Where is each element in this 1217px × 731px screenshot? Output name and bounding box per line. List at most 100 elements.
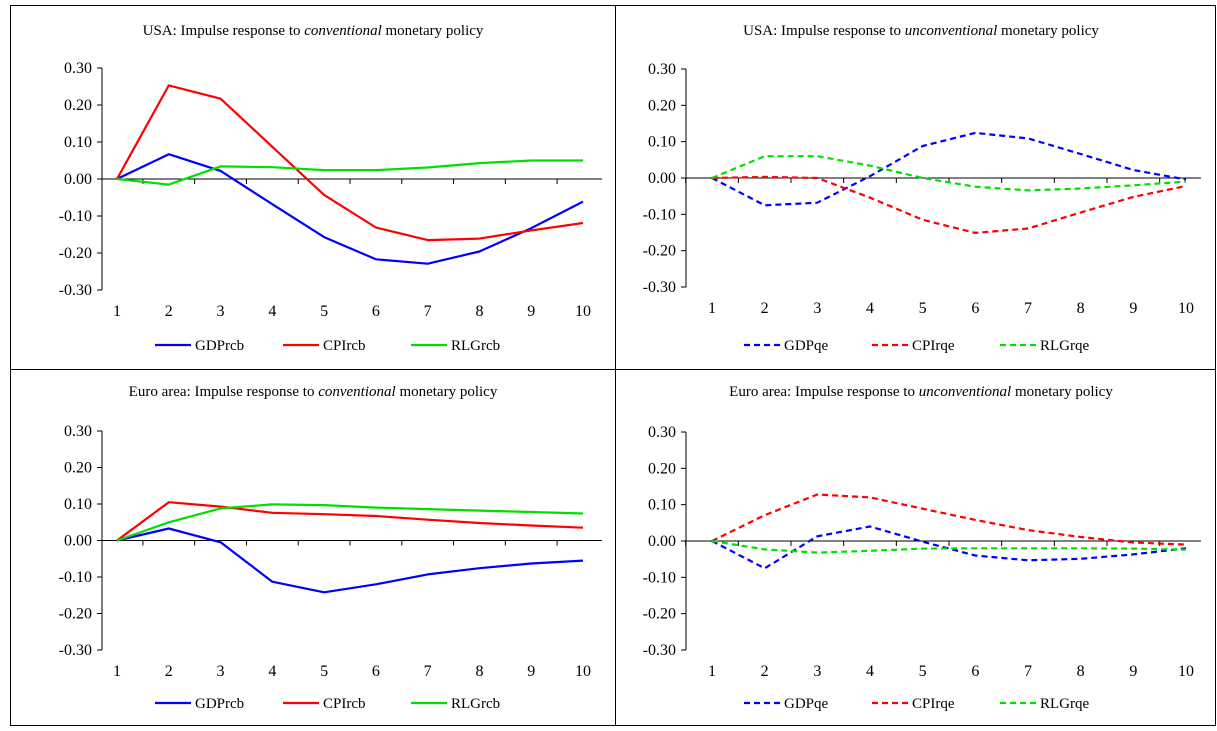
x-tick-label: 8 [1077,300,1085,317]
legend-label: RLGrcb [451,696,500,712]
x-tick-label: 1 [113,303,121,320]
chart-svg: Euro area: Impulse response to unconvent… [643,384,1201,712]
series-line-rlgrcb [116,159,583,186]
x-tick-label: 8 [475,303,483,320]
y-tick-label: -0.20 [59,606,92,623]
y-tick-label: 0.30 [64,423,92,440]
chart-title: USA: Impulse response to conventional mo… [143,23,484,39]
legend-label: GDPqe [784,696,829,712]
y-tick-label: -0.20 [59,245,92,262]
x-tick-label: 4 [268,663,276,680]
series-line-rlgrcb [116,503,584,542]
series-line-gdprcb [116,153,584,265]
series-line-rlgrqe [711,539,1187,554]
y-tick-label: 0.20 [64,97,92,114]
legend-label: GDPrcb [195,338,244,354]
series-line-gdpqe [711,525,1187,570]
y-tick-label: 0.30 [64,60,92,77]
x-tick-label: 7 [424,303,432,320]
y-tick-label: 0.20 [648,460,676,477]
y-tick-label: 0.00 [64,533,92,550]
chart-svg: USA: Impulse response to conventional mo… [59,23,602,354]
x-tick-label: 6 [971,300,979,317]
x-tick-label: 9 [527,303,535,320]
y-tick-label: -0.30 [59,642,92,659]
legend-label: RLGrcb [451,338,500,354]
legend-label: CPIrcb [323,338,366,354]
x-tick-label: 8 [1077,663,1085,680]
legend-label: GDPqe [784,338,829,354]
chart-euro-unconventional: Euro area: Impulse response to unconvent… [615,369,1216,726]
x-tick-label: 3 [217,663,225,680]
legend-label: GDPrcb [195,696,244,712]
x-tick-label: 9 [527,663,535,680]
chart-title: USA: Impulse response to unconventional … [743,23,1099,39]
x-tick-label: 1 [708,300,716,317]
chart-title: Euro area: Impulse response to unconvent… [729,384,1113,400]
x-tick-label: 2 [761,300,769,317]
x-tick-label: 10 [1178,663,1194,680]
chart-svg: Euro area: Impulse response to conventio… [59,384,602,712]
x-tick-label: 9 [1129,300,1137,317]
y-tick-label: 0.10 [64,496,92,513]
y-tick-label: 0.30 [648,61,676,78]
x-tick-label: 3 [813,300,821,317]
x-tick-label: 5 [320,663,328,680]
chart-svg: USA: Impulse response to unconventional … [643,23,1201,354]
x-tick-label: 10 [1178,300,1194,317]
series-line-cpircb [116,501,584,542]
legend-label: CPIrcb [323,696,366,712]
y-tick-label: 0.00 [648,170,676,187]
x-tick-label: 5 [919,663,927,680]
x-tick-label: 7 [424,663,432,680]
x-tick-label: 1 [708,663,716,680]
series-line-gdpqe [711,131,1187,207]
legend-label: CPIrqe [912,696,955,712]
x-tick-label: 4 [866,300,874,317]
x-tick-label: 8 [475,663,483,680]
y-tick-label: -0.10 [643,569,676,586]
y-tick-label: -0.10 [643,206,676,223]
x-tick-label: 1 [113,663,121,680]
chart-title: Euro area: Impulse response to conventio… [129,384,498,400]
x-tick-label: 2 [165,663,173,680]
x-tick-label: 10 [575,663,591,680]
y-tick-label: -0.20 [643,606,676,623]
x-tick-label: 6 [971,663,979,680]
x-tick-label: 6 [372,663,380,680]
y-tick-label: 0.30 [648,424,676,441]
y-tick-label: 0.10 [64,134,92,151]
series-line-gdprcb [116,527,584,594]
x-tick-label: 2 [761,663,769,680]
x-tick-label: 7 [1024,663,1032,680]
y-tick-label: 0.10 [648,134,676,151]
x-tick-label: 2 [165,303,173,320]
x-tick-label: 10 [575,303,591,320]
y-tick-label: 0.10 [648,497,676,514]
legend-label: RLGrqe [1040,696,1089,712]
x-tick-label: 5 [919,300,927,317]
y-tick-label: -0.30 [643,279,676,296]
x-tick-label: 3 [813,663,821,680]
y-tick-label: -0.30 [643,642,676,659]
y-tick-label: -0.30 [59,282,92,299]
series-line-cpircb [116,84,584,242]
y-tick-label: -0.20 [643,243,676,260]
y-tick-label: -0.10 [59,569,92,586]
series-line-cpirqe [711,493,1187,546]
x-tick-label: 4 [866,663,874,680]
x-tick-label: 6 [372,303,380,320]
x-tick-label: 4 [268,303,276,320]
y-tick-label: 0.00 [648,533,676,550]
legend-label: RLGrqe [1040,338,1089,354]
y-tick-label: 0.20 [64,460,92,477]
x-tick-label: 9 [1129,663,1137,680]
x-tick-label: 3 [217,303,225,320]
chart-euro-conventional: Euro area: Impulse response to conventio… [10,369,616,726]
x-tick-label: 7 [1024,300,1032,317]
chart-usa-unconventional: USA: Impulse response to unconventional … [615,5,1216,370]
legend-label: CPIrqe [912,338,955,354]
x-tick-label: 5 [320,303,328,320]
chart-usa-conventional: USA: Impulse response to conventional mo… [10,5,616,370]
series-line-cpirqe [711,175,1187,234]
